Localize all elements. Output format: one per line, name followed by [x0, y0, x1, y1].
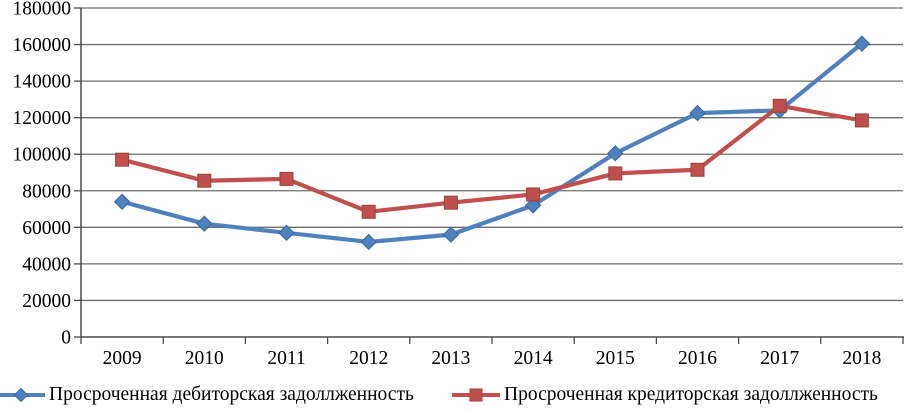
data-point-marker [772, 98, 787, 113]
data-point-marker [442, 226, 460, 243]
x-tick-label: 2012 [349, 348, 388, 369]
x-tick-label: 2013 [431, 348, 470, 369]
x-tick-label: 2010 [185, 348, 224, 369]
data-point-marker [278, 224, 295, 242]
data-point-marker [526, 187, 541, 202]
series-line-1 [119, 103, 865, 214]
y-tick-label: 160000 [13, 35, 72, 56]
data-point-marker [690, 162, 705, 177]
x-tick-label: 2014 [514, 348, 553, 369]
y-tick-label: 180000 [13, 0, 72, 20]
data-point-marker [197, 173, 212, 188]
x-tick-label: 2009 [103, 348, 142, 369]
data-point-marker [854, 113, 869, 128]
chart-legend: Просроченная дебиторская задоллженность … [0, 380, 904, 410]
legend-label-receivables: Просроченная дебиторская задоллженность [49, 384, 414, 405]
legend-item-receivables: Просроченная дебиторская задоллженность [0, 380, 414, 410]
y-tick-label: 60000 [22, 218, 71, 239]
data-point-marker [524, 197, 542, 214]
plot-area: 0 20000 40000 60000 80000 100000 120000 140000 1… [13, 0, 904, 369]
y-tick-label: 40000 [22, 254, 71, 275]
data-point-marker [115, 152, 130, 167]
data-point-marker [113, 193, 131, 210]
legend-label-payables: Просроченная кредиторская задоллженность [504, 384, 878, 405]
legend-marker-diamond-icon [0, 387, 45, 403]
data-point-marker [361, 204, 376, 219]
data-point-marker [279, 171, 294, 186]
x-tick-label: 2017 [760, 348, 799, 369]
y-tick-label: 80000 [22, 181, 71, 202]
y-tick-label: 100000 [13, 145, 72, 166]
y-tick-label: 0 [61, 328, 71, 349]
series-line-0 [119, 41, 865, 245]
data-point-marker [360, 233, 377, 251]
y-tick-label: 140000 [13, 72, 72, 93]
y-tick-label: 20000 [22, 291, 71, 312]
data-point-marker [607, 145, 624, 162]
data-point-marker [196, 215, 213, 232]
data-point-marker [608, 166, 623, 181]
x-tick-label: 2016 [678, 348, 717, 369]
y-tick-label: 120000 [13, 108, 72, 129]
x-tick-label: 2011 [267, 348, 305, 369]
data-point-marker [689, 104, 706, 122]
legend-item-payables: Просроченная кредиторская задоллженность [452, 380, 878, 410]
data-point-marker [853, 35, 871, 52]
data-point-marker [443, 195, 458, 210]
x-tick-label: 2018 [842, 348, 881, 369]
legend-shape [469, 388, 483, 402]
x-tick-label: 2015 [596, 348, 635, 369]
legend-marker-square-icon [452, 388, 500, 402]
legend-shape [13, 387, 29, 403]
